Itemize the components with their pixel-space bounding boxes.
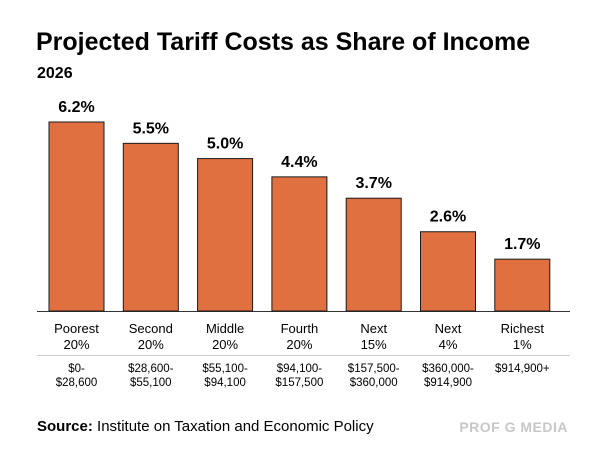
category-label: 1%: [513, 337, 532, 352]
source-text: Institute on Taxation and Economic Polic…: [97, 418, 374, 435]
bar: [48, 121, 105, 312]
chart-subtitle: 2026: [37, 65, 73, 82]
bar: [197, 158, 254, 312]
category-label: Richest: [501, 321, 545, 336]
income-range-label: $94,100-: [277, 363, 323, 375]
income-range-label: $360,000-: [422, 363, 474, 375]
category-label: 20%: [286, 337, 312, 352]
bar-value-label: 1.7%: [504, 236, 540, 253]
category-label: 20%: [212, 337, 238, 352]
category-label: 15%: [361, 337, 387, 352]
income-range-label: $0-: [68, 363, 85, 375]
income-range-label: $914,900+: [495, 363, 550, 375]
category-label: Middle: [206, 321, 244, 336]
bar: [420, 231, 476, 312]
income-range-label: $94,100: [204, 377, 246, 389]
category-label: Second: [129, 321, 173, 336]
bar: [122, 142, 179, 312]
chart-title: Projected Tariff Costs as Share of Incom…: [36, 28, 531, 56]
bar-value-label: 3.7%: [355, 175, 391, 192]
category-label: Next: [360, 321, 387, 336]
brand-logo: PROF G MEDIA: [459, 419, 568, 435]
income-range-label: $55,100: [130, 377, 172, 389]
bar-value-label: 6.2%: [58, 99, 94, 116]
category-label: 20%: [138, 337, 164, 352]
income-range-label: $28,600: [56, 377, 98, 389]
bar-value-label: 5.0%: [207, 136, 243, 153]
category-label: Next: [435, 321, 462, 336]
source-note: Source: Institute on Taxation and Econom…: [37, 418, 374, 435]
income-range-label: $914,900: [424, 377, 472, 389]
bar: [494, 258, 551, 312]
category-label: 20%: [63, 337, 89, 352]
bar: [345, 197, 402, 312]
bar-value-label: 2.6%: [430, 209, 466, 226]
income-range-label: $157,500: [275, 377, 323, 389]
income-range-label: $157,500-: [348, 363, 400, 375]
income-range-label: $360,000: [350, 377, 398, 389]
bar: [271, 176, 328, 312]
bar-value-label: 4.4%: [281, 154, 317, 171]
bar-value-label: 5.5%: [133, 120, 169, 137]
income-range-label: $28,600-: [128, 363, 174, 375]
category-label: Poorest: [54, 321, 99, 336]
category-label: Fourth: [281, 321, 319, 336]
source-label: Source:: [37, 418, 93, 435]
category-label: 4%: [439, 337, 458, 352]
income-range-label: $55,100-: [202, 363, 248, 375]
